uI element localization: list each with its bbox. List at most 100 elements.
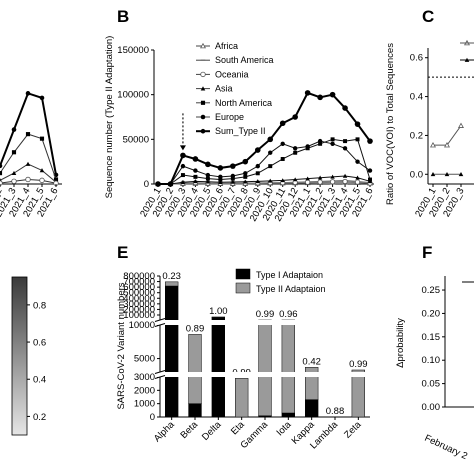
data-point-a-2-3: [25, 161, 31, 166]
series-line-b-3: [158, 175, 371, 185]
legend-label-b-2: Oceania: [215, 69, 249, 79]
data-point-a-3-1: [0, 180, 3, 186]
data-point-a-1-2: [11, 150, 17, 155]
y-tick-label-e-2-7: 800000: [123, 271, 155, 282]
colorbar-tick-label-1: 0.6: [33, 338, 46, 349]
data-point-b-3-4: [205, 179, 211, 184]
x-tick-label-e-8: Zeta: [342, 419, 364, 441]
data-point-a-0-2: [11, 127, 17, 132]
legend-label-b-0: Africa: [215, 41, 238, 51]
legend-marker-b-5: [200, 114, 206, 120]
y-tick-label-c-1: 0.2: [410, 130, 423, 141]
data-point-b-6-7: [242, 158, 249, 165]
annotation-arrowhead-b: [179, 145, 186, 151]
data-point-b-5-15: [342, 146, 348, 151]
series-line-b-5: [158, 140, 371, 185]
series-line-a-1: [0, 133, 57, 180]
data-point-a-1-4: [39, 136, 45, 141]
y-tick-label-e-2-4: 500000: [123, 288, 155, 299]
y-tick-label-b-2: 100000: [117, 90, 149, 101]
legend-swatch-e-1: [235, 282, 251, 294]
colorbar: 0.8 0.6 0.4 0.2: [11, 276, 46, 436]
y-tick-label-e-2-3: 400000: [123, 293, 155, 304]
y-tick-label-b-1: 50000: [123, 134, 149, 145]
y-tick-label-e-2-2: 300000: [123, 299, 155, 310]
data-point-b-5-2: [180, 163, 186, 169]
x-tick-label-e-5: Iota: [274, 419, 293, 438]
bar-value-label-e-4: 0.99: [256, 309, 275, 320]
data-point-b-5-13: [317, 138, 323, 144]
bar-value-label-e-7: 0.88: [326, 406, 345, 417]
y-tick-label-e-2-1: 200000: [123, 304, 155, 315]
panel-c: 0.0 0.2 0.4 0.6 Ratio of VOC(VOI) to Total S…: [385, 39, 474, 219]
y-tick-label-e-2-0: 100000: [123, 310, 155, 321]
y-tick-label-b-0: 0: [144, 179, 149, 190]
y-tick-label-f-3: 0.15: [422, 332, 441, 343]
legend-swatch-e-0: [235, 268, 251, 280]
data-point-b-4-13: [318, 141, 323, 146]
bar-e-0-5: [281, 412, 295, 418]
data-point-c-1-2: [458, 171, 464, 177]
data-point-b-2-13: [317, 179, 323, 185]
data-point-b-6-6: [230, 163, 236, 169]
data-point-b-4-6: [230, 176, 235, 181]
data-point-b-2-14: [329, 179, 336, 185]
data-point-a-2-4: [39, 168, 45, 173]
data-point-b-5-16: [355, 159, 360, 164]
data-point-b-3-12: [305, 176, 310, 181]
bar-e-1-2: [211, 316, 226, 318]
data-point-a-1-5: [53, 177, 59, 182]
axis-break-mark-e-1-a: [154, 318, 166, 322]
data-point-b-6-0: [155, 181, 161, 187]
data-point-b-3-10: [280, 178, 285, 183]
axis-break-mark-e-0-a: [154, 370, 166, 374]
x-tick-label-e-2: Delta: [200, 419, 224, 443]
y-tick-label-c-2: 0.4: [410, 92, 423, 103]
bar-value-label-e-8: 0.99: [349, 359, 368, 370]
panel-label-b: B: [117, 7, 129, 26]
bar-value-label-e-5: 0.96: [279, 309, 298, 320]
data-point-a-3-3: [25, 176, 31, 183]
data-point-b-6-3: [192, 156, 199, 162]
data-point-b-6-17: [367, 138, 373, 144]
data-point-b-6-8: [254, 147, 261, 153]
y-axis-title-e: SARS-CoV-2 Variant numbers: [116, 282, 127, 409]
legend-label-e-0: Type I Adaptaion: [256, 270, 323, 280]
bar-e-1-3: [235, 378, 249, 418]
y-axis-title-b: Sequence number (Type II Adaptation): [104, 36, 115, 199]
data-point-b-4-2: [180, 173, 185, 178]
y-tick-label-f-0: 0.00: [422, 402, 441, 413]
y-tick-label-e-1-1: 10000: [129, 320, 155, 331]
panel-e: 0 1000 2000 3000 5000 10000100000200000300000…: [116, 268, 370, 451]
bar-value-label-e-1: 0.89: [186, 323, 205, 334]
data-point-b-4-8: [255, 171, 260, 176]
y-tick-label-c-3: 0.6: [410, 53, 423, 64]
y-tick-label-f-5: 0.25: [422, 285, 441, 296]
y-tick-label-e-0-0: 0: [150, 412, 155, 423]
data-point-b-6-4: [205, 161, 211, 168]
data-point-b-3-6: [230, 179, 236, 184]
data-point-b-3-8: [255, 179, 260, 184]
data-point-b-3-15: [342, 173, 348, 178]
bar-e-1-4: [258, 319, 272, 417]
data-point-b-5-3: [193, 168, 198, 173]
legend-marker-b-3: [200, 86, 206, 91]
data-point-b-5-4: [205, 172, 211, 178]
data-point-a-0-1: [0, 163, 3, 169]
data-point-a-3-4: [39, 177, 45, 184]
panel-label-f: F: [422, 243, 432, 262]
data-point-b-5-17: [367, 168, 373, 173]
data-point-a-1-3: [25, 132, 31, 137]
bar-e-0-6: [305, 399, 319, 418]
bar-e-1-0: [165, 281, 179, 287]
x-tick-label-e-3: Eta: [229, 419, 247, 437]
data-point-b-4-15: [343, 139, 348, 144]
data-point-b-4-7: [243, 174, 248, 179]
data-point-b-2-12: [305, 179, 311, 185]
legend-label-e-1: Type II Adaptaion: [256, 284, 326, 294]
series-line-a-0: [0, 92, 57, 176]
data-point-b-6-5: [217, 165, 224, 171]
data-point-b-6-15: [342, 105, 348, 111]
data-point-b-4-5: [218, 177, 223, 182]
